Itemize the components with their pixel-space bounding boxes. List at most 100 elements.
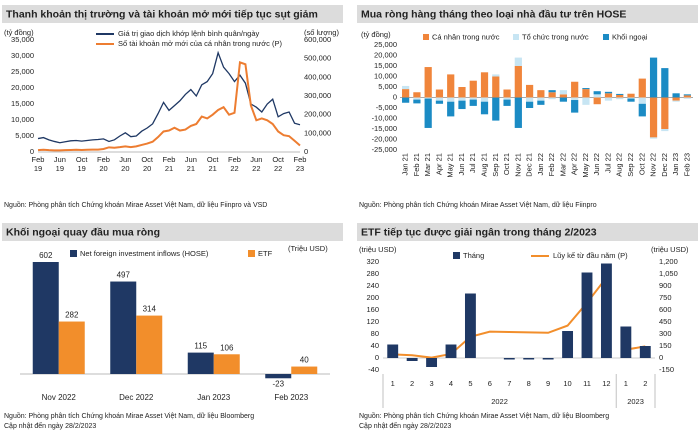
tick-label: 1,050	[659, 269, 678, 278]
tick-label: 240	[366, 281, 379, 290]
bar	[604, 97, 613, 101]
bar	[424, 97, 432, 99]
source-note: Cập nhật đến ngày 28/2/2023	[359, 421, 451, 430]
x-tick-label: Oct 19	[75, 155, 88, 173]
bar	[447, 74, 455, 98]
x-tick-label: Feb 21	[412, 153, 421, 176]
bar	[525, 97, 534, 102]
tick-label: 750	[659, 293, 672, 302]
bar	[402, 85, 410, 90]
x-tick-label: Jun 20	[119, 155, 132, 173]
bar	[683, 97, 691, 99]
legend-label: Lũy kế từ đầu năm (P)	[553, 251, 628, 260]
panel: Khối ngoại quay đầu mua ròng Nguồn: Phòng…	[2, 223, 343, 430]
bar	[32, 262, 59, 374]
y-axis-label: (tỷ đồng)	[4, 28, 34, 37]
x-tick-label: Feb 23	[293, 155, 307, 173]
x-tick-label: 9	[546, 379, 550, 388]
x-tick-label: Aug 21	[480, 153, 489, 177]
tick-label: 0	[30, 147, 34, 156]
bar	[548, 92, 556, 98]
x-tick-label: Oct 22	[272, 155, 284, 173]
panel: ETF tiếp tục được giải ngân trong tháng …	[357, 223, 698, 430]
bar	[492, 97, 500, 121]
bar	[426, 358, 438, 367]
bar	[447, 97, 455, 102]
chart-title: Mua ròng hàng tháng theo loại nhà đầu tư…	[361, 8, 626, 20]
bar	[638, 97, 646, 104]
tick-label: -10,000	[372, 113, 397, 122]
title-bar	[2, 5, 343, 23]
bar	[593, 91, 601, 95]
tick-label: 15,000	[11, 99, 34, 108]
bar	[413, 99, 421, 104]
x-tick-label: Jun 22	[250, 155, 263, 173]
tick-label: 900	[659, 281, 672, 290]
value-label: 106	[220, 343, 234, 352]
x-tick-label: 2	[643, 379, 647, 388]
bar	[627, 98, 635, 102]
bar	[424, 98, 432, 128]
tick-label: 300	[659, 329, 672, 338]
x-tick-label: Oct 21	[502, 153, 511, 175]
group-label: 2023	[627, 397, 644, 406]
y-axis-label: (tỷ đồng)	[361, 30, 391, 39]
legend-label: Net foreign investment inflows (HOSE)	[80, 249, 209, 258]
x-tick-label: Nov 22	[649, 153, 658, 177]
source-note: Nguồn: Phòng phân tích Chứng khoán Mirae…	[4, 200, 267, 209]
bar	[571, 100, 579, 113]
bar	[661, 68, 669, 98]
bar	[562, 331, 574, 358]
bar	[649, 57, 658, 98]
bar	[447, 101, 455, 117]
bar	[480, 97, 489, 102]
x-tick-label: Sep 21	[491, 153, 500, 177]
tick-label: 0	[375, 353, 379, 362]
title-bar	[2, 223, 343, 241]
bar	[582, 88, 590, 90]
x-tick-label: Aug 22	[615, 153, 624, 177]
legend-label: ETF	[258, 249, 273, 258]
bar	[604, 91, 613, 94]
legend-swatch	[248, 250, 255, 257]
bar	[469, 80, 477, 98]
chart-title: Khối ngoại quay đầu mua ròng	[6, 226, 160, 238]
x-tick-label: Dec 21	[525, 153, 534, 177]
x-tick-label: Feb 21	[162, 155, 176, 173]
x-tick-label: 10	[563, 379, 571, 388]
tick-label: 10,000	[374, 71, 397, 80]
x-tick-label: Feb 2023	[274, 393, 308, 402]
tick-label: 5,000	[378, 82, 397, 91]
bar	[571, 81, 579, 98]
y-axis-label: (Triệu USD)	[288, 244, 328, 253]
bar	[593, 97, 601, 105]
value-label: -23	[272, 379, 284, 388]
x-tick-label: 1	[391, 379, 395, 388]
bar	[406, 358, 418, 361]
bar	[413, 97, 421, 100]
tick-label: 320	[366, 257, 379, 266]
tick-label: 20,000	[11, 83, 34, 92]
bar	[672, 100, 680, 102]
bar	[514, 66, 522, 98]
bar	[604, 93, 613, 98]
bar	[514, 97, 522, 128]
tick-label: 450	[659, 317, 672, 326]
bar	[469, 97, 477, 100]
tick-label: 200	[366, 293, 379, 302]
x-tick-label: Feb 22	[547, 153, 556, 176]
legend-swatch	[423, 34, 429, 40]
bar	[435, 100, 444, 104]
bar	[661, 129, 669, 132]
bar	[537, 100, 545, 105]
x-tick-label: 8	[527, 379, 531, 388]
x-tick-label: 4	[449, 379, 453, 388]
tick-label: 15,000	[374, 61, 397, 70]
bar	[187, 352, 214, 374]
tick-label: 400,000	[304, 72, 331, 81]
x-tick-label: Jan 23	[671, 153, 680, 176]
value-label: 282	[65, 311, 79, 320]
bar	[683, 94, 691, 96]
bar	[593, 94, 601, 98]
tick-label: 600,000	[304, 35, 331, 44]
